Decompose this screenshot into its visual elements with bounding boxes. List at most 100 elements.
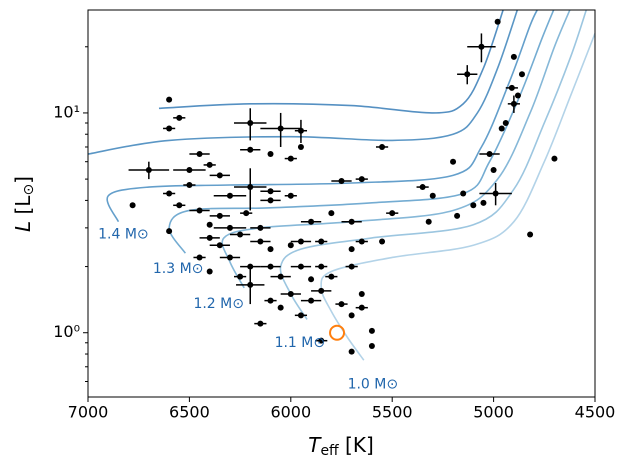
star-point <box>145 167 152 174</box>
star-point <box>518 71 525 78</box>
star-point <box>247 263 254 270</box>
y-axis-label: L [L⊙] <box>11 176 38 232</box>
star-point <box>216 242 223 249</box>
star-point <box>166 125 173 132</box>
star-point <box>328 210 335 217</box>
star-point <box>460 190 467 197</box>
star-point <box>206 234 213 241</box>
star-point <box>287 291 294 298</box>
star-point <box>358 176 365 183</box>
star-point <box>379 143 386 150</box>
star-point <box>348 218 355 225</box>
x-tick-label: 5500 <box>372 403 413 422</box>
star-point <box>297 127 304 134</box>
star-point <box>478 43 485 50</box>
star-point <box>318 287 325 294</box>
star-point <box>166 190 173 197</box>
track-label: 1.2 M⊙ <box>193 296 244 312</box>
star-point <box>267 151 274 158</box>
star-point <box>216 212 223 219</box>
star-point <box>277 304 284 311</box>
x-tick-label: 4500 <box>575 403 616 422</box>
star-point <box>368 343 375 350</box>
star-point <box>514 92 521 99</box>
star-point <box>429 192 436 199</box>
x-tick-label: 5000 <box>473 403 514 422</box>
y-tick-label: 10¹ <box>53 102 80 121</box>
star-point <box>318 337 325 344</box>
star-point <box>348 348 355 355</box>
star-point <box>328 273 335 280</box>
star-point <box>358 304 365 311</box>
star-point <box>176 114 183 121</box>
star-point <box>166 228 173 235</box>
star-point <box>186 167 193 174</box>
star-point <box>318 238 325 245</box>
star-point <box>267 263 274 270</box>
star-point <box>206 161 213 168</box>
star-point <box>176 202 183 209</box>
star-point <box>425 218 432 225</box>
star-point <box>297 238 304 245</box>
star-point <box>129 202 136 209</box>
y-tick-label: 10⁰ <box>53 322 80 341</box>
evolution-track <box>88 10 519 155</box>
star-point <box>237 231 244 238</box>
star-point <box>348 263 355 270</box>
star-point <box>338 301 345 308</box>
star-point <box>508 84 515 91</box>
star-point <box>226 254 233 261</box>
star-point <box>267 197 274 204</box>
star-point <box>419 184 426 191</box>
star-point <box>196 254 203 261</box>
star-point <box>494 18 501 25</box>
star-point <box>498 125 505 132</box>
star-point <box>226 192 233 199</box>
star-point <box>196 207 203 214</box>
star-point <box>243 210 250 217</box>
plot-frame <box>87 9 596 398</box>
star-point <box>527 231 534 238</box>
track-label: 1.1 M⊙ <box>275 335 326 351</box>
star-point <box>470 202 477 209</box>
star-point <box>480 199 487 206</box>
track-label: 1.0 M⊙ <box>348 377 399 393</box>
star-point <box>247 281 254 288</box>
star-point <box>277 125 284 132</box>
marks <box>128 18 558 355</box>
x-tick-label: 7000 <box>68 403 109 422</box>
star-point <box>237 273 244 280</box>
sun-marker <box>329 324 346 341</box>
star-point <box>277 273 284 280</box>
evolution-track <box>158 10 504 114</box>
star-point <box>297 143 304 150</box>
star-point <box>502 119 509 126</box>
star-point <box>510 100 517 107</box>
star-point <box>267 246 274 253</box>
star-point <box>166 96 173 103</box>
star-point <box>551 155 558 162</box>
star-point <box>257 224 264 231</box>
star-point <box>308 218 315 225</box>
star-point <box>308 276 315 283</box>
star-point <box>216 172 223 179</box>
star-point <box>247 146 254 153</box>
star-point <box>257 320 264 327</box>
star-point <box>368 327 375 334</box>
star-point <box>510 53 517 60</box>
evolution-track <box>168 10 555 254</box>
star-point <box>490 167 497 174</box>
star-point <box>379 238 386 245</box>
track-label: 1.3 M⊙ <box>153 261 204 277</box>
star-point <box>206 221 213 228</box>
star-point <box>338 178 345 185</box>
star-point <box>297 263 304 270</box>
star-point <box>287 242 294 249</box>
star-point <box>267 188 274 195</box>
x-axis-label: Teff [K] <box>308 433 374 460</box>
star-point <box>464 71 471 78</box>
star-point <box>450 158 457 165</box>
star-point <box>318 263 325 270</box>
